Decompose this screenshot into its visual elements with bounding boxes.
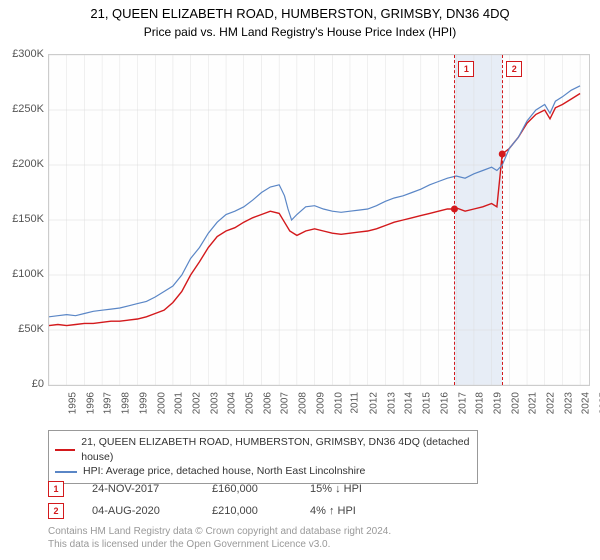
legend: 21, QUEEN ELIZABETH ROAD, HUMBERSTON, GR… <box>48 430 478 484</box>
x-tick-label: 2023 <box>563 392 574 414</box>
x-tick-label: 1997 <box>103 392 114 414</box>
x-tick-label: 2021 <box>528 392 539 414</box>
marker-price-1: £160,000 <box>212 483 282 495</box>
legend-swatch-series-2 <box>55 471 77 473</box>
legend-swatch-series-1 <box>55 449 75 451</box>
x-tick-label: 2020 <box>510 392 521 414</box>
x-tick-label: 2007 <box>280 392 291 414</box>
x-tick-label: 2022 <box>545 392 556 414</box>
y-tick-label: £300K <box>4 48 44 60</box>
footer-line-1: Contains HM Land Registry data © Crown c… <box>48 526 391 539</box>
x-tick-label: 2000 <box>156 392 167 414</box>
x-tick-label: 2014 <box>404 392 415 414</box>
flag-line-2 <box>502 55 503 385</box>
legend-row: HPI: Average price, detached house, Nort… <box>55 464 471 479</box>
flag-badge-2: 2 <box>506 61 522 77</box>
x-tick-label: 1996 <box>85 392 96 414</box>
x-tick-label: 2011 <box>350 392 361 414</box>
marker-row-2: 2 04-AUG-2020 £210,000 4% ↑ HPI <box>48 500 390 522</box>
y-tick-label: £150K <box>4 213 44 225</box>
y-tick-label: £250K <box>4 103 44 115</box>
marker-date-2: 04-AUG-2020 <box>92 505 184 517</box>
chart-svg <box>49 55 589 385</box>
x-tick-label: 2019 <box>492 392 503 414</box>
marker-delta-1: 15% ↓ HPI <box>310 483 390 495</box>
x-tick-label: 2006 <box>262 392 273 414</box>
y-tick-label: £50K <box>4 323 44 335</box>
plot-area: 12 <box>48 54 590 386</box>
x-tick-label: 1998 <box>120 392 131 414</box>
x-tick-label: 2015 <box>421 392 432 414</box>
marker-badge-2: 2 <box>48 503 64 519</box>
footer-line-2: This data is licensed under the Open Gov… <box>48 539 391 552</box>
marker-badge-1: 1 <box>48 481 64 497</box>
x-tick-label: 2008 <box>297 392 308 414</box>
marker-price-2: £210,000 <box>212 505 282 517</box>
marker-table: 1 24-NOV-2017 £160,000 15% ↓ HPI 2 04-AU… <box>48 478 390 522</box>
x-tick-label: 2004 <box>227 392 238 414</box>
x-tick-label: 1999 <box>138 392 149 414</box>
x-tick-label: 2012 <box>368 392 379 414</box>
x-tick-label: 2018 <box>474 392 485 414</box>
legend-row: 21, QUEEN ELIZABETH ROAD, HUMBERSTON, GR… <box>55 435 471 464</box>
x-tick-label: 2010 <box>333 392 344 414</box>
y-tick-label: £200K <box>4 158 44 170</box>
chart-container: 21, QUEEN ELIZABETH ROAD, HUMBERSTON, GR… <box>0 0 600 560</box>
x-tick-label: 2017 <box>457 392 468 414</box>
legend-label-series-1: 21, QUEEN ELIZABETH ROAD, HUMBERSTON, GR… <box>81 435 471 464</box>
chart-title: 21, QUEEN ELIZABETH ROAD, HUMBERSTON, GR… <box>0 0 600 23</box>
flag-badge-1: 1 <box>458 61 474 77</box>
x-tick-label: 2024 <box>581 392 592 414</box>
x-tick-label: 2005 <box>244 392 255 414</box>
flag-line-1 <box>454 55 455 385</box>
x-tick-label: 2002 <box>191 392 202 414</box>
x-tick-label: 2013 <box>386 392 397 414</box>
marker-delta-2: 4% ↑ HPI <box>310 505 390 517</box>
legend-label-series-2: HPI: Average price, detached house, Nort… <box>83 464 365 479</box>
footer: Contains HM Land Registry data © Crown c… <box>48 526 391 551</box>
x-tick-label: 2003 <box>209 392 220 414</box>
y-tick-label: £100K <box>4 268 44 280</box>
x-tick-label: 2009 <box>315 392 326 414</box>
x-tick-label: 2001 <box>173 392 184 414</box>
x-tick-label: 1995 <box>67 392 78 414</box>
marker-date-1: 24-NOV-2017 <box>92 483 184 495</box>
marker-row-1: 1 24-NOV-2017 £160,000 15% ↓ HPI <box>48 478 390 500</box>
y-tick-label: £0 <box>4 378 44 390</box>
chart-subtitle: Price paid vs. HM Land Registry's House … <box>0 23 600 39</box>
x-tick-label: 2016 <box>439 392 450 414</box>
